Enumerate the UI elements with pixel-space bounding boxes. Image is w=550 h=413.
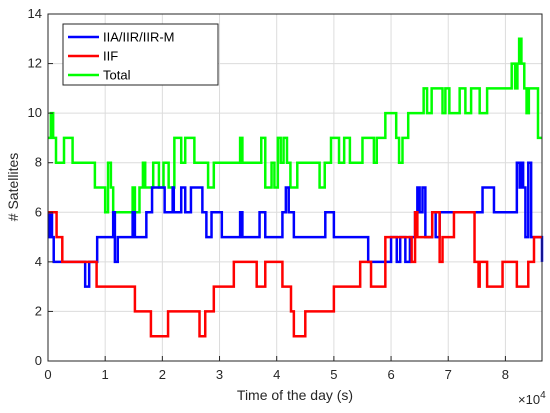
legend-label: IIF [103,49,118,64]
x-tick-label: 2 [159,367,166,382]
x-tick-label: 0 [44,367,51,382]
x-tick-label: 4 [273,367,280,382]
series-line-iia-iir-iir-m [48,161,544,288]
x-axis-label: Time of the day (s) [237,387,353,403]
legend-label: IIA/IIR/IIR-M [103,30,175,45]
x-multiplier: ×104 [518,390,546,407]
y-axis-label: # Satellites [5,153,21,221]
x-multiplier-exponent: 4 [540,390,546,401]
x-tick-label: 6 [387,367,394,382]
x-multiplier-base: ×10 [518,392,540,407]
x-tick-label: 3 [216,367,223,382]
y-tick-label: 6 [35,204,42,219]
series-line-iif [48,211,542,338]
x-tick-label: 8 [502,367,509,382]
y-tick-label: 10 [28,105,42,120]
series-layer [48,37,544,338]
y-tick-label: 14 [28,6,42,21]
legend: IIA/IIR/IIR-M IIF Total [62,23,219,86]
y-tick-label: 0 [35,353,42,368]
plot-frame [47,13,543,362]
y-tick-label: 2 [35,303,42,318]
x-tick-label: 7 [445,367,452,382]
x-axis: 0 1 2 3 4 5 6 7 8 [44,356,509,382]
x-tick-label: 1 [102,367,109,382]
y-tick-label: 12 [28,56,42,71]
y-tick-label: 8 [35,155,42,170]
series-line-total [48,37,542,214]
y-tick-label: 4 [35,254,42,269]
legend-items: IIA/IIR/IIR-M IIF Total [68,30,175,83]
x-tick-label: 5 [330,367,337,382]
y-axis: 0 2 4 6 8 10 12 14 [28,6,53,368]
legend-label: Total [103,68,131,83]
